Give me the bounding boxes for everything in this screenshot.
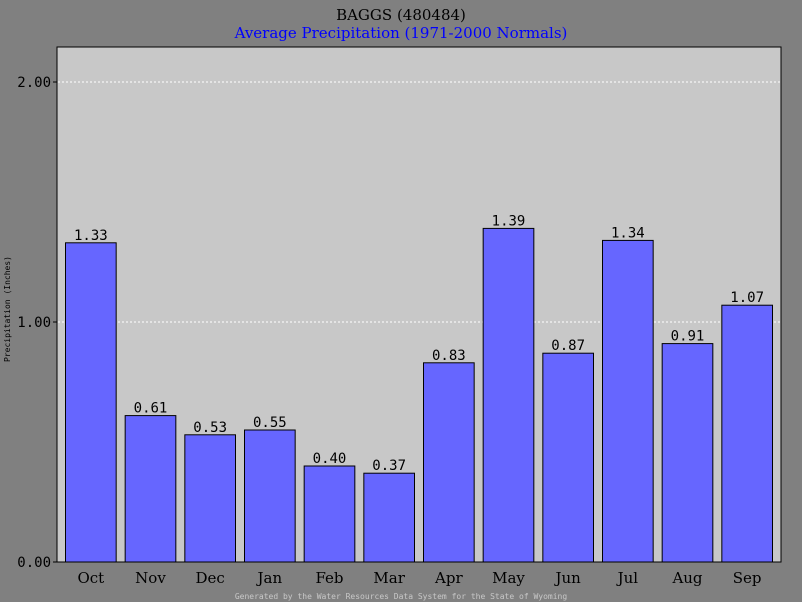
x-tick-label: Jun [553,569,581,587]
bar-sep [721,304,773,563]
data-label: 1.39 [492,213,526,229]
y-tick-label: 2.00 [17,75,51,91]
x-tick-label: Nov [135,569,166,587]
footer-credit: Generated by the Water Resources Data Sy… [235,592,568,601]
data-label: 0.40 [313,451,347,467]
data-label: 0.61 [134,401,168,417]
bar-mar [363,472,416,563]
x-tick-label: May [492,569,525,587]
y-tick-label: 0.00 [17,555,51,571]
bar-apr [423,362,475,563]
chart-subtitle: Average Precipitation (1971-2000 Normals… [234,24,568,42]
bar-oct [65,242,117,563]
bar-jul [602,239,654,563]
data-label: 0.87 [551,338,585,354]
data-label: 1.33 [74,228,108,244]
bar-aug [661,343,714,563]
bar-jan [244,429,296,563]
data-label-layer: 1.33 0.61 0.53 0.55 0.40 0.37 0.83 1.39 0.87 1.34… [74,213,764,474]
data-label: 1.07 [730,290,764,306]
bar-nov [124,415,177,563]
x-tick-label: Mar [373,569,405,587]
x-tick-label: Jan [256,569,283,587]
data-label: 0.53 [193,420,227,436]
x-tick-label: Apr [434,569,463,587]
data-label: 1.34 [611,225,645,241]
y-axis-label: Precipitation (Inches) [3,256,12,362]
x-tick-label: Feb [315,569,343,587]
data-label: 0.37 [372,458,406,474]
bar-may [482,227,535,563]
x-tick-label: Jul [616,569,639,587]
chart-title: BAGGS (480484) [336,6,466,24]
bar-jun [542,352,594,563]
data-label: 0.83 [432,348,466,364]
plot-area [56,46,782,563]
grid-layer [58,81,780,323]
bar-layer [65,227,773,563]
x-tick-label: Sep [733,569,762,587]
y-tick-label: 1.00 [17,315,51,331]
bar-feb [303,465,356,563]
x-tick-label: Oct [77,569,104,587]
y-tick-layer: 0.00 1.00 2.00 [17,75,57,571]
bar-dec [184,434,236,563]
data-label: 0.91 [671,329,705,345]
x-tick-label: Dec [196,569,225,587]
data-label: 0.55 [253,415,287,431]
x-tick-label: Aug [671,569,702,587]
x-tick-layer: Oct Nov Dec Jan Feb Mar Apr May Jun Jul Aug Sep [77,569,761,587]
